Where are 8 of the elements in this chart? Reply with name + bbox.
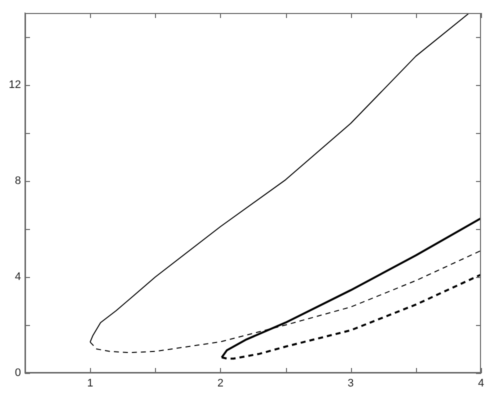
y-tick-label: 0 (14, 367, 21, 380)
x-tick-label: 3 (348, 378, 354, 390)
y-tick-label: 8 (14, 175, 21, 188)
x-tick-label: 1 (87, 378, 94, 390)
x-tick-label: 4 (478, 378, 484, 390)
y-tick-label: 4 (14, 271, 21, 284)
y-tick-label: 12 (8, 79, 21, 92)
x-tick-label: 2 (217, 378, 224, 390)
